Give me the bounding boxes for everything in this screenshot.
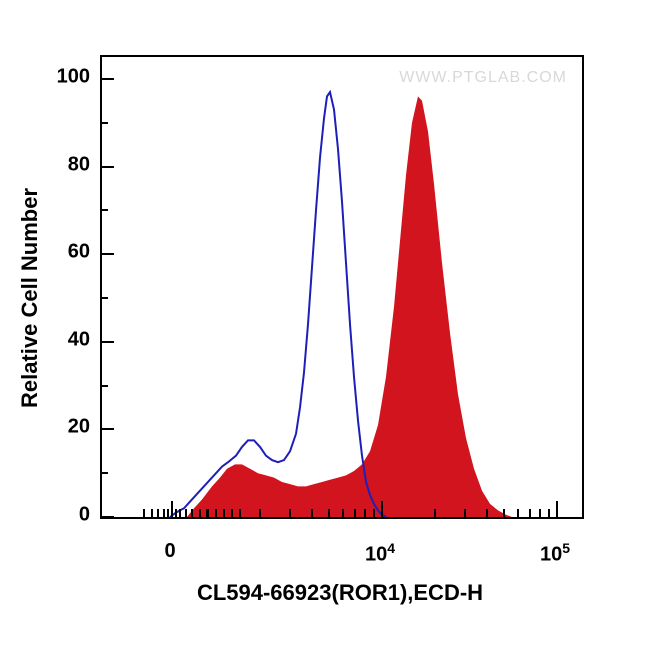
flow-cytometry-histogram: Relative Cell Number CL594-66923(ROR1),E… xyxy=(0,0,650,645)
y-tick-label: 0 xyxy=(30,504,90,527)
y-tick-label: 100 xyxy=(30,65,90,88)
y-tick-label: 20 xyxy=(30,416,90,439)
y-tick-label: 60 xyxy=(30,241,90,264)
plot-area: WWW.PTGLAB.COM xyxy=(100,55,584,519)
y-tick-label: 80 xyxy=(30,153,90,176)
x-tick-label: 0 xyxy=(164,540,175,563)
x-tick-label: 105 xyxy=(540,540,570,567)
blue-line-histogram xyxy=(170,92,386,517)
y-axis-label: Relative Cell Number xyxy=(17,188,43,408)
y-tick-label: 40 xyxy=(30,328,90,351)
histogram-svg xyxy=(102,57,582,517)
x-tick-label: 104 xyxy=(365,540,395,567)
x-axis-label: CL594-66923(ROR1),ECD-H xyxy=(100,580,580,606)
